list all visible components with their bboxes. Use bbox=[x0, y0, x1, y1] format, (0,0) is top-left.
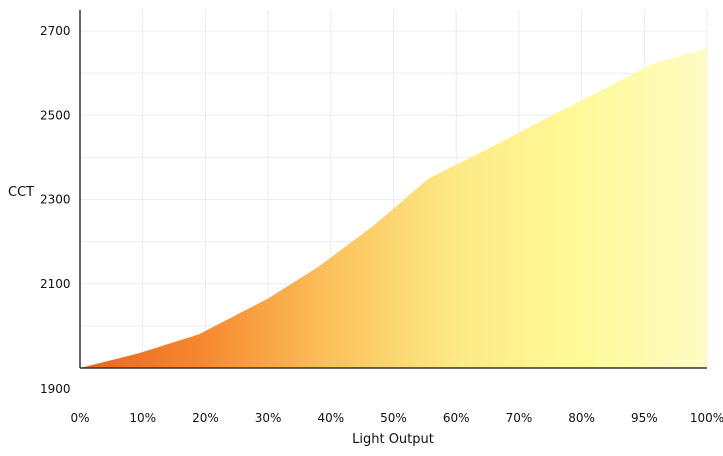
x-tick-label: 80% bbox=[568, 411, 595, 425]
y-tick-label: 1900 bbox=[40, 382, 71, 396]
x-tick-label: 70% bbox=[506, 411, 533, 425]
y-tick-label: 2700 bbox=[40, 24, 71, 38]
x-tick-label: 40% bbox=[317, 411, 344, 425]
x-axis-title: Light Output bbox=[352, 432, 434, 447]
y-axis-title: CCT bbox=[8, 185, 34, 200]
x-tick-label: 0% bbox=[70, 411, 89, 425]
y-tick-label: 2100 bbox=[40, 277, 71, 291]
x-tick-label: 30% bbox=[255, 411, 282, 425]
x-tick-label: 20% bbox=[192, 411, 219, 425]
axes bbox=[79, 10, 707, 369]
y-tick-labels: 1900 2100 2300 2500 2700 bbox=[40, 24, 71, 396]
y-tick-label: 2500 bbox=[40, 108, 71, 122]
x-tick-labels: 0% 10% 20% 30% 40% 50% 60% 70% 80% 95% 100% bbox=[70, 411, 723, 425]
x-tick-label: 10% bbox=[129, 411, 156, 425]
x-tick-label: 100% bbox=[690, 411, 723, 425]
x-tick-label: 60% bbox=[443, 411, 470, 425]
x-tick-label: 50% bbox=[380, 411, 407, 425]
cct-area bbox=[80, 47, 707, 369]
y-tick-label: 2300 bbox=[40, 193, 71, 207]
x-tick-label: 95% bbox=[631, 411, 658, 425]
